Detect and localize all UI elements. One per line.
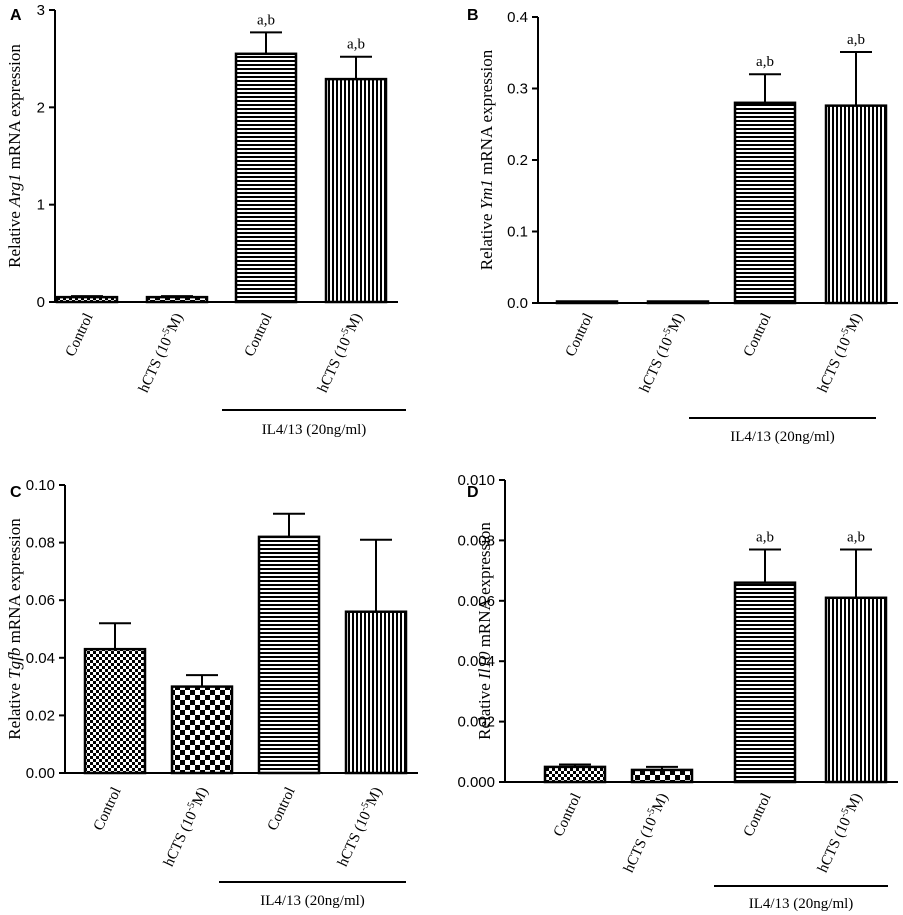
y-axis-label: Relative Il10 mRNA expression — [475, 522, 494, 740]
bar — [646, 300, 710, 305]
significance-label: a,b — [347, 37, 365, 53]
x-category-label: Control — [63, 311, 97, 359]
group-label: IL4/13 (20ng/ml) — [730, 429, 835, 445]
y-axis-label: Relative Tgfb mRNA expression — [5, 518, 24, 740]
y-tick-label: 0.004 — [457, 653, 495, 670]
significance-label: a,b — [257, 12, 275, 28]
x-category-label: Control — [265, 785, 299, 833]
bar — [170, 685, 234, 775]
y-tick-label: 0.10 — [26, 477, 55, 494]
y-tick-label: 0.006 — [457, 593, 495, 610]
x-category-label: Control — [551, 791, 585, 839]
bar — [555, 300, 619, 305]
panel-a: A 0 1 2 3 Relative Arg1 mRNA expression Contro… — [5, 2, 406, 438]
y-tick-label: 0.08 — [26, 535, 55, 552]
panel-d: D 0.000 0.002 0.004 0.006 0.008 0.010 Relative … — [457, 472, 898, 912]
y-tick-label: 0.008 — [457, 532, 495, 549]
bar — [824, 104, 888, 305]
x-category-label: Control — [741, 311, 775, 359]
y-tick-label: 1 — [37, 197, 45, 214]
bar — [83, 647, 147, 775]
panel-letter: D — [467, 484, 479, 501]
bar — [543, 765, 607, 784]
panel-c: C 0.00 0.02 0.04 0.06 0.08 0.10 Relative Tgfb m… — [5, 477, 418, 909]
y-tick-label: 3 — [37, 2, 45, 19]
bar — [733, 581, 797, 784]
y-tick-label: 0.06 — [26, 592, 55, 609]
x-category-label: hCTS (10-5M) — [619, 790, 671, 875]
x-category-label: Control — [91, 785, 125, 833]
y-tick-label: 0 — [37, 294, 45, 311]
bar — [145, 295, 209, 304]
x-category-label: hCTS (10-5M) — [635, 310, 687, 395]
y-tick-label: 0.3 — [507, 81, 528, 98]
panel-letter: B — [467, 7, 479, 24]
y-tick-label: 2 — [37, 99, 45, 116]
panel-b: B 0.0 0.1 0.2 0.3 0.4 Relative Ym1 mRNA expres… — [467, 7, 898, 445]
y-tick-label: 0.00 — [26, 765, 55, 782]
x-category-label: hCTS (10-5M) — [813, 310, 865, 395]
y-tick-label: 0.04 — [26, 650, 55, 667]
bar — [55, 295, 119, 304]
group-label: IL4/13 (20ng/ml) — [260, 893, 365, 909]
group-label: IL4/13 (20ng/ml) — [262, 422, 367, 438]
x-category-label: hCTS (10-5M) — [313, 310, 365, 395]
y-tick-label: 0.002 — [457, 714, 495, 731]
y-axis-label: Relative Arg1 mRNA expression — [5, 44, 24, 268]
bar — [630, 768, 694, 784]
x-category-label: hCTS (10-5M) — [134, 310, 186, 395]
bar — [824, 596, 888, 784]
x-category-label: hCTS (10-5M) — [159, 784, 211, 869]
significance-label: a,b — [756, 529, 774, 545]
y-tick-label: 0.010 — [457, 472, 495, 489]
y-tick-label: 0.1 — [507, 224, 528, 241]
y-tick-label: 0.0 — [507, 295, 528, 312]
bar — [733, 101, 797, 305]
y-tick-label: 0.2 — [507, 152, 528, 169]
bar — [344, 610, 408, 775]
group-label: IL4/13 (20ng/ml) — [749, 896, 854, 912]
y-tick-label: 0.02 — [26, 707, 55, 724]
x-category-label: hCTS (10-5M) — [813, 790, 865, 875]
bar — [257, 535, 321, 775]
x-category-label: Control — [242, 311, 276, 359]
bar — [324, 77, 388, 304]
significance-label: a,b — [756, 54, 774, 70]
panel-letter: A — [10, 7, 22, 24]
significance-label: a,b — [847, 529, 865, 545]
panel-letter: C — [10, 484, 22, 501]
x-category-label: Control — [563, 311, 597, 359]
y-tick-label: 0.000 — [457, 774, 495, 791]
bar — [234, 52, 298, 304]
y-axis-label: Relative Ym1 mRNA expression — [477, 49, 496, 270]
significance-label: a,b — [847, 32, 865, 48]
x-category-label: Control — [741, 791, 775, 839]
y-tick-label: 0.4 — [507, 9, 528, 26]
x-category-label: hCTS (10-5M) — [333, 784, 385, 869]
